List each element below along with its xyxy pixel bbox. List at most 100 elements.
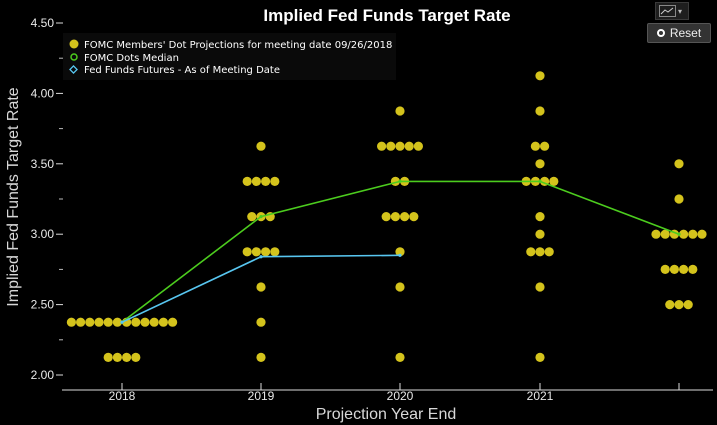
y-axis-label: Implied Fed Funds Target Rate <box>5 87 22 306</box>
dot-point <box>697 229 707 239</box>
dot-point <box>76 317 86 327</box>
dot-point <box>131 352 141 362</box>
dot-point <box>679 229 689 239</box>
dot-point <box>261 247 271 257</box>
x-tick-label: 2019 <box>248 389 275 403</box>
dot-point <box>386 141 396 151</box>
dot-point <box>395 141 405 151</box>
y-tick-label: 2.50 <box>31 298 55 312</box>
chart-menu-button[interactable]: ▾ <box>655 2 689 20</box>
dot-point <box>688 229 698 239</box>
y-axis: 2.00 2.50 3.00 3.50 4.00 4.50 <box>31 16 63 382</box>
dot-point <box>535 71 545 81</box>
line-chart-icon <box>659 5 676 17</box>
dot-point <box>665 300 675 310</box>
dot-point <box>242 176 252 186</box>
reset-icon <box>656 29 665 37</box>
dot-point <box>158 317 168 327</box>
dot-point <box>660 229 670 239</box>
dot-point <box>535 352 545 362</box>
legend-label-futures: Fed Funds Futures - As of Meeting Date <box>84 65 280 76</box>
dot-point <box>674 159 684 169</box>
dot-point <box>674 300 684 310</box>
y-tick-label: 4.00 <box>31 86 55 100</box>
dot-point <box>526 247 536 257</box>
futures-point <box>398 253 402 257</box>
legend-item-median[interactable]: FOMC Dots Median <box>70 53 179 64</box>
dot-point <box>256 352 266 362</box>
dot-point <box>395 247 405 257</box>
dot-point <box>395 352 405 362</box>
dot-point <box>66 317 76 327</box>
median-point <box>677 232 681 236</box>
dot-point <box>112 352 122 362</box>
dot-point <box>400 212 410 222</box>
x-axis: 2018 2019 2020 2021 <box>109 383 680 403</box>
series-lines <box>120 179 681 324</box>
dot-point <box>688 264 698 274</box>
dot-point <box>85 317 95 327</box>
dot-point <box>131 317 141 327</box>
dot-point <box>549 176 559 186</box>
dot-point <box>256 141 266 151</box>
y-tick-label: 2.00 <box>31 368 55 382</box>
dot-point <box>535 212 545 222</box>
dot-point <box>674 194 684 204</box>
y-tick-label: 4.50 <box>31 16 55 30</box>
dot-point <box>381 212 391 222</box>
dot-point <box>270 176 280 186</box>
legend-item-dots[interactable]: FOMC Members' Dot Projections for meetin… <box>69 39 393 52</box>
dot-point <box>149 317 159 327</box>
dot-point <box>242 247 252 257</box>
chevron-down-icon: ▾ <box>678 6 683 16</box>
y-tick-label: 3.00 <box>31 227 55 241</box>
dot-point <box>544 247 554 257</box>
dot-point <box>251 247 261 257</box>
dot-point <box>256 282 266 292</box>
dot-point <box>103 352 113 362</box>
dot-point <box>261 176 271 186</box>
dot-point <box>112 317 122 327</box>
dot-point <box>270 247 280 257</box>
dot-point <box>535 229 545 239</box>
dot-point <box>404 141 414 151</box>
dot-point <box>256 317 266 327</box>
plot-area: 2.00 2.50 3.00 3.50 4.00 4.50 2018 2019 2020 202… <box>31 16 713 403</box>
dot-point <box>530 141 541 151</box>
legend-futures-marker <box>69 65 78 74</box>
dot-point <box>122 352 132 362</box>
legend-background <box>63 33 396 80</box>
chart-title: Implied Fed Funds Target Rate <box>263 6 510 25</box>
x-axis-label: Projection Year End <box>316 406 457 423</box>
dot-point <box>103 317 113 327</box>
reset-button[interactable]: Reset <box>647 23 711 43</box>
dot-point <box>377 141 387 151</box>
dot-point <box>651 229 661 239</box>
dot-point <box>247 212 257 222</box>
legend-label-dots: FOMC Members' Dot Projections for meetin… <box>84 40 392 51</box>
legend-item-futures[interactable]: Fed Funds Futures - As of Meeting Date <box>69 65 280 76</box>
dot-point <box>535 247 545 257</box>
dot-point <box>395 282 405 292</box>
dot-point <box>409 212 419 222</box>
legend-label-median: FOMC Dots Median <box>84 53 179 64</box>
reset-label: Reset <box>669 26 702 40</box>
legend: FOMC Members' Dot Projections for meetin… <box>63 33 396 80</box>
dot-point <box>669 264 680 274</box>
x-tick-label: 2020 <box>387 389 414 403</box>
dot-point <box>251 176 261 186</box>
dot-point <box>535 282 545 292</box>
dot-point <box>660 264 670 274</box>
dot-point <box>395 106 405 116</box>
x-tick-label: 2021 <box>527 389 554 403</box>
x-tick-label: 2018 <box>109 389 136 403</box>
dot-point <box>535 159 545 169</box>
dot-point <box>535 106 545 116</box>
dot-point <box>390 212 400 222</box>
median-point <box>398 179 402 183</box>
dot-point <box>540 141 550 151</box>
dot-point <box>413 141 423 151</box>
dot-point <box>679 264 689 274</box>
dot-point <box>168 317 178 327</box>
